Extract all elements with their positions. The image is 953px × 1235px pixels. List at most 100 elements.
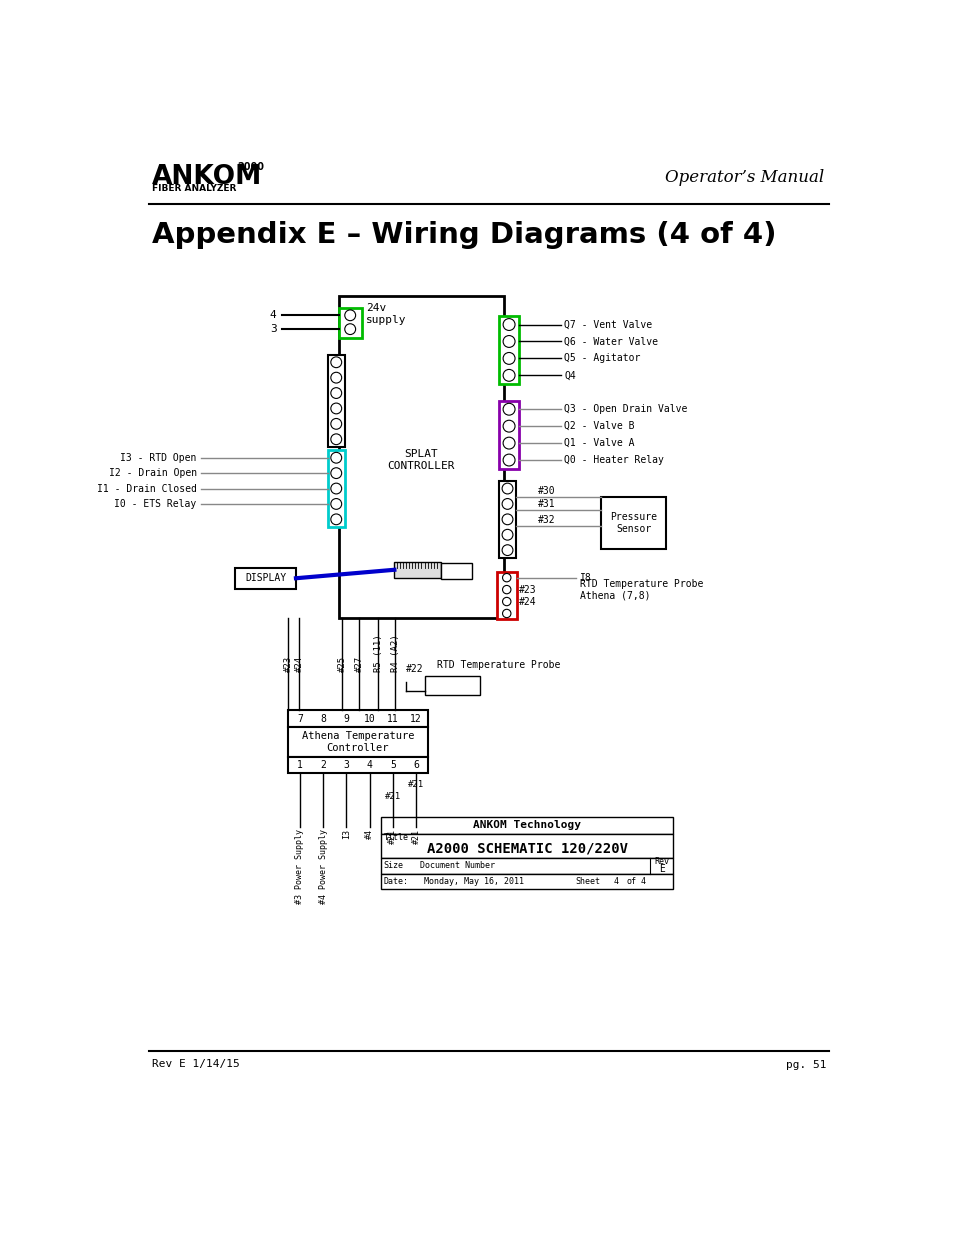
- Circle shape: [502, 454, 515, 466]
- Bar: [235, 568, 295, 589]
- Text: 10: 10: [363, 714, 375, 724]
- Text: #21: #21: [384, 792, 400, 802]
- Circle shape: [501, 499, 513, 509]
- Bar: [381, 834, 673, 858]
- Text: Date:: Date:: [383, 877, 408, 885]
- Text: #4 Power Supply: #4 Power Supply: [318, 829, 327, 904]
- Text: 1: 1: [296, 760, 302, 769]
- Circle shape: [331, 357, 341, 368]
- Text: Appendix E – Wiring Diagrams (4 of 4): Appendix E – Wiring Diagrams (4 of 4): [152, 221, 776, 249]
- Text: Athena Temperature
Controller: Athena Temperature Controller: [301, 731, 414, 752]
- Bar: [338, 308, 361, 338]
- Text: #21: #21: [411, 829, 420, 844]
- Text: 3: 3: [270, 324, 276, 335]
- Text: I8: I8: [579, 573, 591, 583]
- Bar: [394, 562, 440, 578]
- Text: 5: 5: [390, 760, 395, 769]
- Circle shape: [502, 598, 511, 605]
- Text: #24: #24: [518, 597, 537, 606]
- Text: I2 - Drain Open: I2 - Drain Open: [109, 468, 196, 478]
- Circle shape: [331, 403, 341, 414]
- Bar: [288, 757, 427, 773]
- Circle shape: [344, 310, 355, 321]
- Text: SPLAT
CONTROLLER: SPLAT CONTROLLER: [387, 450, 455, 471]
- Circle shape: [331, 419, 341, 430]
- Bar: [328, 450, 344, 527]
- Bar: [425, 676, 479, 695]
- Text: I3 - RTD Open: I3 - RTD Open: [120, 453, 196, 463]
- Text: #23: #23: [518, 584, 537, 594]
- Circle shape: [502, 352, 515, 364]
- Circle shape: [501, 483, 513, 494]
- Text: Rev E 1/14/15: Rev E 1/14/15: [152, 1060, 239, 1070]
- Text: #4: #4: [365, 829, 374, 839]
- Text: Q7 - Vent Valve: Q7 - Vent Valve: [563, 320, 652, 330]
- Circle shape: [502, 369, 515, 382]
- Bar: [328, 354, 344, 447]
- Circle shape: [344, 324, 355, 335]
- Circle shape: [331, 483, 341, 494]
- Text: I3: I3: [341, 829, 351, 839]
- Text: I1 - Drain Closed: I1 - Drain Closed: [97, 484, 196, 494]
- Text: Document Number: Document Number: [419, 861, 495, 871]
- Circle shape: [502, 609, 511, 618]
- Text: 7: 7: [296, 714, 302, 724]
- Text: Sheet: Sheet: [575, 877, 599, 885]
- Text: 2: 2: [320, 760, 326, 769]
- Text: A2000 SCHEMATIC 120/220V: A2000 SCHEMATIC 120/220V: [426, 842, 627, 856]
- Text: 4: 4: [640, 877, 645, 885]
- Circle shape: [502, 585, 511, 594]
- Bar: [381, 873, 673, 889]
- Bar: [440, 563, 472, 579]
- Text: #27: #27: [355, 656, 364, 672]
- Text: Size: Size: [383, 861, 403, 871]
- Text: 8: 8: [320, 714, 326, 724]
- Circle shape: [502, 336, 515, 347]
- Circle shape: [331, 514, 341, 525]
- Text: ANKOM: ANKOM: [152, 163, 262, 190]
- Text: I0 - ETS Relay: I0 - ETS Relay: [114, 499, 196, 509]
- Text: 3: 3: [343, 760, 349, 769]
- Text: Title: Title: [383, 832, 408, 842]
- Text: R5 (11): R5 (11): [374, 635, 382, 672]
- Bar: [381, 858, 673, 873]
- Text: #23: #23: [283, 656, 293, 672]
- Circle shape: [501, 514, 513, 525]
- Bar: [338, 296, 504, 618]
- Circle shape: [331, 433, 341, 445]
- Circle shape: [502, 437, 515, 450]
- Text: #21: #21: [388, 829, 396, 844]
- Text: Q2 - Valve B: Q2 - Valve B: [563, 421, 634, 431]
- Text: #25: #25: [337, 656, 347, 672]
- Circle shape: [502, 573, 511, 582]
- Text: #21: #21: [408, 781, 424, 789]
- Bar: [288, 727, 427, 757]
- Circle shape: [501, 545, 513, 556]
- Text: #31: #31: [537, 499, 555, 509]
- Text: 4: 4: [270, 310, 276, 320]
- Circle shape: [502, 420, 515, 432]
- Text: pg. 51: pg. 51: [784, 1060, 825, 1070]
- Text: #32: #32: [537, 515, 555, 525]
- Text: RTD Temperature Probe: RTD Temperature Probe: [436, 661, 559, 671]
- Text: RTD Temperature Probe
Athena (7,8): RTD Temperature Probe Athena (7,8): [579, 579, 702, 600]
- Text: Q5 - Agitator: Q5 - Agitator: [563, 353, 639, 363]
- Text: E: E: [659, 864, 664, 874]
- Text: #22: #22: [406, 664, 423, 674]
- Text: of: of: [625, 877, 636, 885]
- Circle shape: [501, 530, 513, 540]
- Bar: [498, 316, 518, 384]
- Text: DISPLAY: DISPLAY: [245, 573, 286, 583]
- Text: 24v
supply: 24v supply: [365, 303, 406, 325]
- Text: Q0 - Heater Relay: Q0 - Heater Relay: [563, 454, 663, 466]
- Text: Q3 - Open Drain Valve: Q3 - Open Drain Valve: [563, 404, 687, 414]
- Text: ANKOM Technology: ANKOM Technology: [473, 820, 580, 830]
- Text: #30: #30: [537, 487, 555, 496]
- Bar: [381, 816, 673, 834]
- Circle shape: [331, 388, 341, 399]
- Circle shape: [331, 372, 341, 383]
- Text: 12: 12: [410, 714, 421, 724]
- Text: 2000: 2000: [236, 162, 264, 172]
- Text: #24: #24: [294, 656, 303, 672]
- Bar: [498, 401, 518, 468]
